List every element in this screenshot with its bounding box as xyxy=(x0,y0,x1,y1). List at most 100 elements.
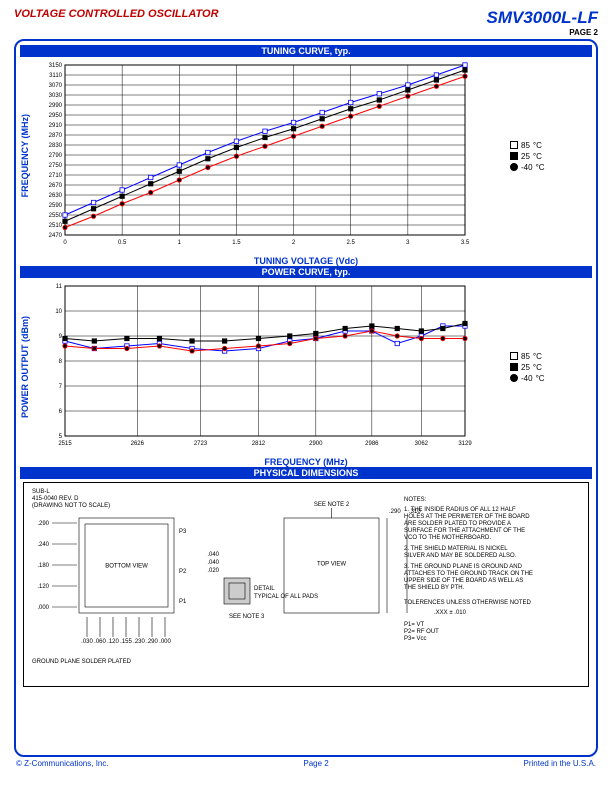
tuning-legend: 85 °C 25 °C -40 °C xyxy=(510,139,545,174)
svg-text:HOLES AT THE PERIMETER OF THE: HOLES AT THE PERIMETER OF THE BOARD xyxy=(404,514,530,520)
svg-text:3. THE GROUND PLANE IS GROUND: 3. THE GROUND PLANE IS GROUND AND xyxy=(404,564,523,570)
svg-text:.060: .060 xyxy=(94,639,106,645)
svg-text:.120: .120 xyxy=(107,639,119,645)
svg-text:7: 7 xyxy=(59,384,63,390)
part-number: SMV3000L-LF xyxy=(487,8,598,28)
svg-text:.040: .040 xyxy=(207,560,219,566)
svg-text:ARE SOLDER PLATED TO PROVIDE A: ARE SOLDER PLATED TO PROVIDE A xyxy=(404,521,511,527)
svg-text:DETAIL: DETAIL xyxy=(254,586,275,592)
svg-text:3030: 3030 xyxy=(49,93,63,99)
svg-text:GROUND PLANE SOLDER PLATED: GROUND PLANE SOLDER PLATED xyxy=(32,659,132,665)
svg-text:2470: 2470 xyxy=(49,233,63,239)
svg-text:SEE NOTE 2: SEE NOTE 2 xyxy=(314,502,350,508)
svg-text:.000: .000 xyxy=(159,639,171,645)
svg-text:TOLERENCES UNLESS OTHERWISE NO: TOLERENCES UNLESS OTHERWISE NOTED xyxy=(404,600,531,606)
svg-text:P2: P2 xyxy=(179,569,187,575)
svg-text:TYPICAL OF ALL PADS: TYPICAL OF ALL PADS xyxy=(254,594,318,600)
svg-text:2870: 2870 xyxy=(49,133,63,139)
power-legend: 85 °C 25 °C -40 °C xyxy=(510,350,545,385)
svg-text:TOP VIEW: TOP VIEW xyxy=(317,562,346,568)
svg-text:.120: .120 xyxy=(37,584,49,590)
svg-text:6: 6 xyxy=(59,409,63,415)
svg-text:2515: 2515 xyxy=(58,441,72,447)
svg-text:3.5: 3.5 xyxy=(461,240,470,246)
svg-text:P1= VT: P1= VT xyxy=(404,622,425,628)
svg-text:1: 1 xyxy=(178,240,182,246)
svg-text:2950: 2950 xyxy=(49,113,63,119)
svg-text:2550: 2550 xyxy=(49,213,63,219)
page-hdr: PAGE 2 xyxy=(487,28,598,37)
svg-text:11: 11 xyxy=(56,284,63,290)
svg-text:2626: 2626 xyxy=(131,441,145,447)
svg-text:9: 9 xyxy=(59,334,63,340)
svg-text:2750: 2750 xyxy=(49,163,63,169)
svg-text:2. THE SHIELD MATERIAL IS NIC: 2. THE SHIELD MATERIAL IS NICKEL xyxy=(404,546,508,552)
tuning-chart: 00.511.522.533.5247025102550259026302670… xyxy=(30,57,510,255)
tuning-ylabel: FREQUENCY (MHz) xyxy=(20,114,30,197)
svg-text:SILVER AND MAY BE SOLDERED ALS: SILVER AND MAY BE SOLDERED ALSO. xyxy=(404,553,517,559)
svg-text:SEE NOTE 3: SEE NOTE 3 xyxy=(229,614,265,620)
svg-text:.155: .155 xyxy=(120,639,132,645)
footer: © Z-Communications, Inc. Page 2 Printed … xyxy=(14,759,598,768)
svg-text:1. THE INSIDE RADIUS OF ALL 1: 1. THE INSIDE RADIUS OF ALL 12 HALF xyxy=(404,507,516,513)
svg-text:2670: 2670 xyxy=(49,183,63,189)
svg-text:2710: 2710 xyxy=(49,173,63,179)
svg-text:5: 5 xyxy=(59,434,63,440)
svg-text:3070: 3070 xyxy=(49,83,63,89)
power-title: POWER CURVE, typ. xyxy=(20,266,592,278)
svg-text:3129: 3129 xyxy=(458,441,472,447)
svg-text:THE SHIELD BY PTH.: THE SHIELD BY PTH. xyxy=(404,585,465,591)
svg-text:P1: P1 xyxy=(179,599,187,605)
svg-text:.040: .040 xyxy=(207,552,219,558)
svg-text:2830: 2830 xyxy=(49,143,63,149)
svg-text:.000: .000 xyxy=(37,605,49,611)
svg-text:VCO TO THE MOTHERBOARD.: VCO TO THE MOTHERBOARD. xyxy=(404,535,491,541)
svg-text:.030: .030 xyxy=(81,639,93,645)
footer-right: Printed in the U.S.A. xyxy=(524,759,596,768)
svg-text:SUB-L: SUB-L xyxy=(32,489,50,495)
svg-text:0.5: 0.5 xyxy=(118,240,127,246)
svg-text:2812: 2812 xyxy=(252,441,266,447)
svg-text:2723: 2723 xyxy=(194,441,208,447)
svg-text:(DRAWING NOT TO SCALE): (DRAWING NOT TO SCALE) xyxy=(32,503,110,509)
svg-text:2630: 2630 xyxy=(49,193,63,199)
svg-text:P3: P3 xyxy=(179,529,187,535)
svg-text:.290: .290 xyxy=(37,521,49,527)
svg-text:3: 3 xyxy=(406,240,410,246)
svg-text:2510: 2510 xyxy=(49,223,63,229)
svg-text:2986: 2986 xyxy=(365,441,379,447)
svg-text:8: 8 xyxy=(59,359,63,365)
tuning-title: TUNING CURVE, typ. xyxy=(20,45,592,57)
svg-text:.290: .290 xyxy=(146,639,158,645)
svg-text:.240: .240 xyxy=(37,542,49,548)
svg-text:3062: 3062 xyxy=(415,441,429,447)
svg-text:.180: .180 xyxy=(37,563,49,569)
svg-text:P2= RF OUT: P2= RF OUT xyxy=(404,629,439,635)
power-chart: 2515262627232812290029863062312956789101… xyxy=(30,278,510,456)
content-box: TUNING CURVE, typ. FREQUENCY (MHz) 0 0.5 1… xyxy=(14,39,598,757)
svg-text:SURFACE FOR THE ATTACHMENT OF: SURFACE FOR THE ATTACHMENT OF THE xyxy=(404,528,525,534)
power-xlabel: FREQUENCY (MHz) xyxy=(20,457,592,467)
svg-text:BOTTOM VIEW: BOTTOM VIEW xyxy=(105,564,148,570)
svg-text:2: 2 xyxy=(292,240,296,246)
svg-text:.XXX ± .010: .XXX ± .010 xyxy=(434,610,467,616)
svg-text:3150: 3150 xyxy=(49,63,63,69)
power-ylabel: POWER OUTPUT (dBm) xyxy=(20,316,30,418)
svg-text:P3= Vcc: P3= Vcc xyxy=(404,636,427,642)
svg-text:NOTES:: NOTES: xyxy=(404,497,427,503)
svg-text:.290: .290 xyxy=(389,509,401,515)
footer-left: © Z-Communications, Inc. xyxy=(16,759,109,768)
svg-text:ATTACHES TO THE GROUND TRACK O: ATTACHES TO THE GROUND TRACK ON THE xyxy=(404,571,533,577)
svg-text:2990: 2990 xyxy=(49,103,63,109)
svg-text:415-0040 REV. D: 415-0040 REV. D xyxy=(32,496,79,502)
svg-text:1.5: 1.5 xyxy=(232,240,241,246)
svg-text:2790: 2790 xyxy=(49,153,63,159)
tuning-xlabel: TUNING VOLTAGE (Vdc) xyxy=(20,256,592,266)
svg-text:0: 0 xyxy=(63,240,67,246)
phys-drawing: SUB-L415-0040 REV. D(DRAWING NOT TO SCAL… xyxy=(23,482,589,687)
svg-text:.230: .230 xyxy=(133,639,145,645)
doc-title: VOLTAGE CONTROLLED OSCILLATOR xyxy=(14,8,219,20)
svg-text:UPPER SIDE OF THE BOARD AS WEL: UPPER SIDE OF THE BOARD AS WELL AS xyxy=(404,578,523,584)
svg-text:2590: 2590 xyxy=(49,203,63,209)
svg-text:2910: 2910 xyxy=(49,123,63,129)
